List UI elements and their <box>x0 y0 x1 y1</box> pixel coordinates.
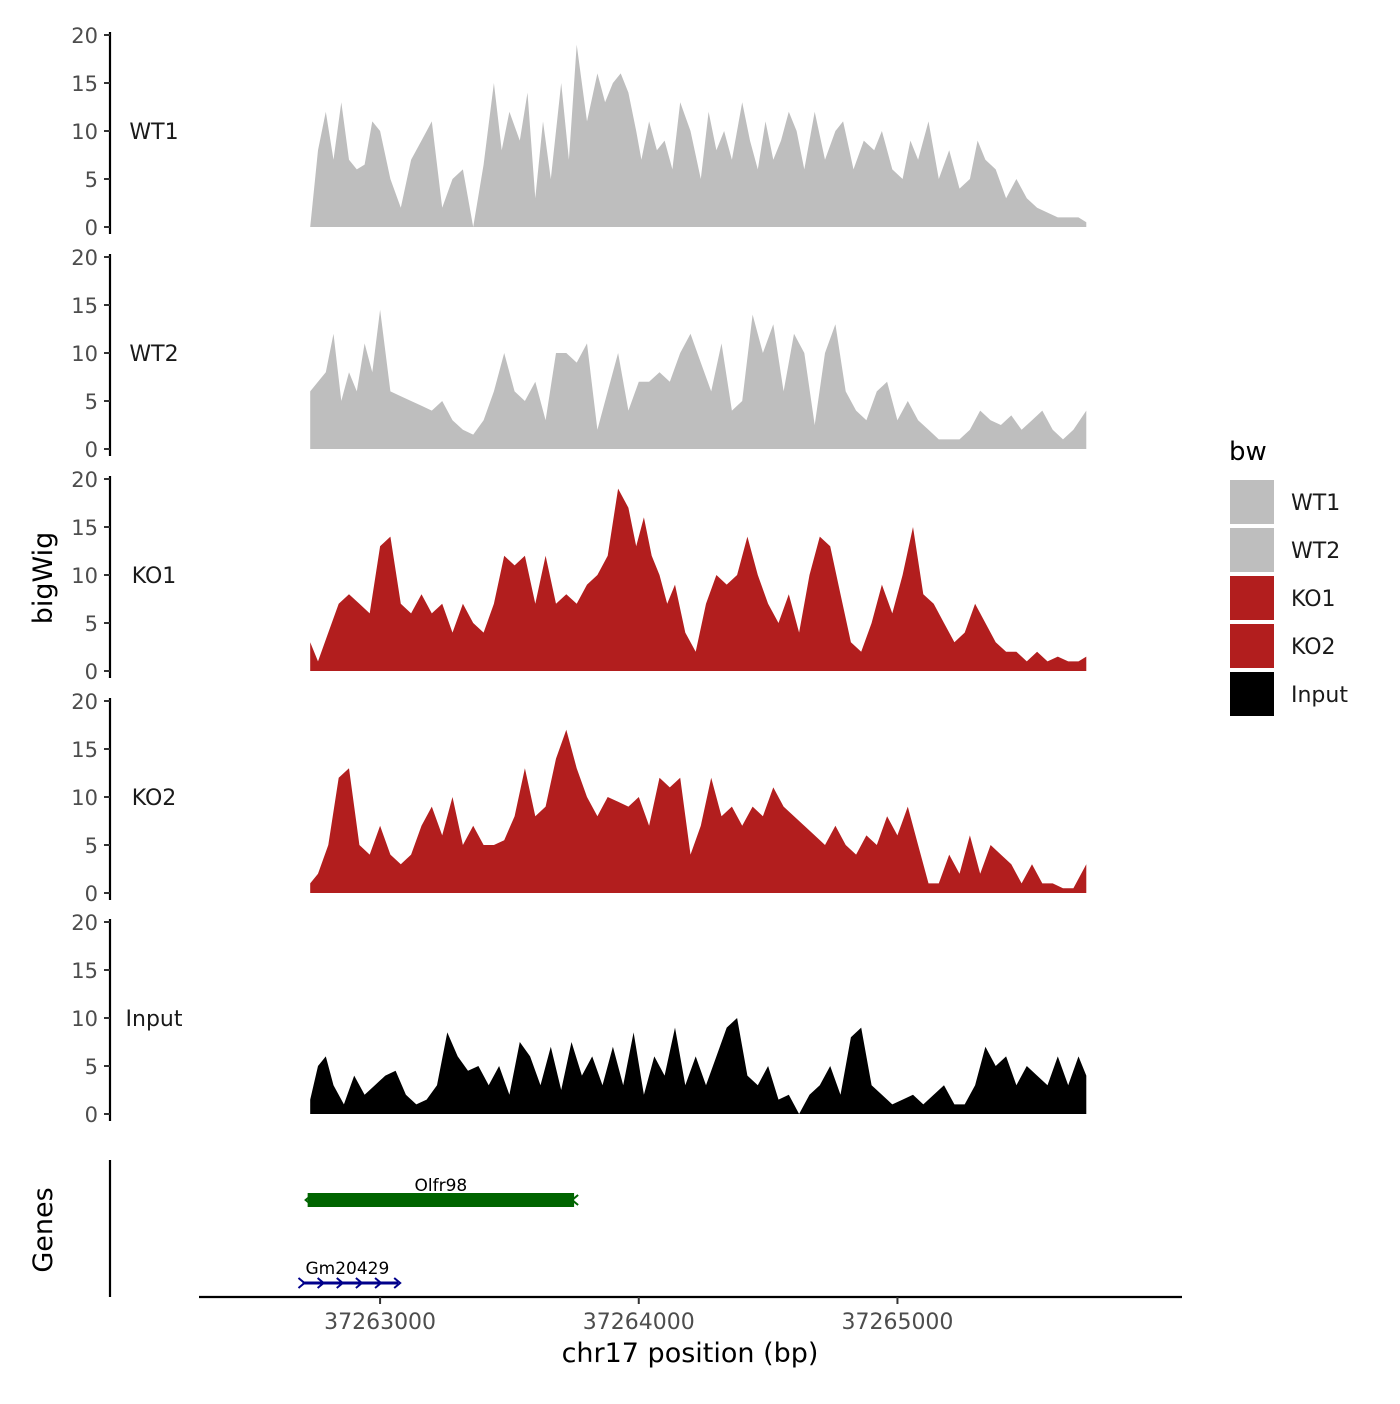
y-tick-label-wt2: 20 <box>71 246 98 270</box>
y-tick-label-wt1: 15 <box>71 72 98 96</box>
legend-label: WT2 <box>1291 539 1340 564</box>
legend-entry-input: Input <box>1230 672 1348 716</box>
track-wt1: 0 5 10 15 20 WT1 <box>71 24 1087 240</box>
y-tick-label-wt1: 20 <box>71 24 98 48</box>
area-input <box>310 1018 1087 1114</box>
legend-entry-wt1: WT1 <box>1230 480 1340 524</box>
area-wt2 <box>310 309 1087 449</box>
area-ko2 <box>310 729 1087 893</box>
x-tick-label: 37265000 <box>841 1310 953 1335</box>
strand-chevron-olfr98 <box>357 1194 366 1206</box>
track-label-ko1: KO1 <box>132 564 177 589</box>
area-wt1 <box>310 44 1087 227</box>
y-tick-label-ko1: 5 <box>85 612 98 636</box>
y-tick-label-wt1: 10 <box>71 120 98 144</box>
y-tick-label-wt2: 10 <box>71 342 98 366</box>
legend-label: WT1 <box>1291 491 1340 516</box>
strand-chevron-olfr98 <box>535 1194 544 1206</box>
track-label-ko2: KO2 <box>132 786 177 811</box>
strand-chevron-gm20429 <box>374 1277 383 1289</box>
x-tick-label: 37264000 <box>583 1310 695 1335</box>
y-tick-label-input: 5 <box>85 1055 98 1079</box>
legend-title: bw <box>1229 437 1267 467</box>
legend-entry-wt2: WT2 <box>1230 528 1340 572</box>
legend-swatch <box>1230 672 1274 716</box>
legend-label: Input <box>1291 683 1348 708</box>
track-input: 0 5 10 15 20 Input <box>71 911 1087 1127</box>
gene-gm20429: Gm20429 <box>297 1259 402 1289</box>
strand-chevron-gm20429 <box>355 1277 364 1289</box>
strand-chevron-olfr98 <box>499 1194 508 1206</box>
strand-chevron-olfr98 <box>339 1194 348 1206</box>
track-wt2: 0 5 10 15 20 WT2 <box>71 246 1087 462</box>
gene-olfr98: Olfr98 <box>304 1176 579 1207</box>
track-ko1: 0 5 10 15 20 KO1 <box>71 468 1087 684</box>
y-tick-label-wt2: 5 <box>85 390 98 414</box>
strand-chevron-olfr98 <box>446 1194 455 1206</box>
strand-chevron-gm20429 <box>316 1277 326 1289</box>
strand-chevron-olfr98 <box>552 1194 561 1206</box>
x-tick-label: 37263000 <box>324 1310 436 1335</box>
strand-chevron-olfr98 <box>481 1194 490 1206</box>
gene-body-olfr98 <box>307 1193 575 1207</box>
y-tick-label-ko1: 10 <box>71 564 98 588</box>
track-label-wt1: WT1 <box>129 120 178 145</box>
track-label-input: Input <box>126 1007 183 1032</box>
strand-chevron-olfr98 <box>321 1194 331 1206</box>
y-tick-label-ko2: 20 <box>71 690 98 714</box>
legend-swatch <box>1230 480 1274 524</box>
strand-chevron-olfr98 <box>570 1194 579 1206</box>
y-tick-label-wt1: 5 <box>85 168 98 192</box>
legend-swatch <box>1230 624 1274 668</box>
legend-label: KO1 <box>1291 587 1336 612</box>
y-tick-label-ko2: 5 <box>85 834 98 858</box>
y-tick-label-ko1: 0 <box>85 660 98 684</box>
x-axis: 37263000 37264000 37265000 <box>199 1295 1182 1335</box>
legend-entry-ko2: KO2 <box>1230 624 1336 668</box>
strand-chevron-olfr98 <box>410 1194 419 1206</box>
y-tick-label-wt1: 0 <box>85 216 98 240</box>
gene-body-gm20429 <box>302 1281 399 1285</box>
genes-track: Olfr98 Gm20429 <box>108 1160 579 1297</box>
y-tick-label-ko1: 20 <box>71 468 98 492</box>
y-tick-label-input: 10 <box>71 1007 98 1031</box>
strand-chevron-gm20429 <box>393 1277 402 1289</box>
track-label-wt2: WT2 <box>129 342 178 367</box>
gene-label-gm20429: Gm20429 <box>305 1259 389 1279</box>
strand-chevron-gm20429 <box>336 1277 345 1289</box>
legend-label: KO2 <box>1291 635 1336 660</box>
y-tick-label-ko2: 0 <box>85 882 98 906</box>
y-tick-label-wt2: 0 <box>85 438 98 462</box>
y-tick-label-input: 15 <box>71 959 98 983</box>
track-ko2: 0 5 10 15 20 KO2 <box>71 690 1087 906</box>
y-tick-label-input: 20 <box>71 911 98 935</box>
y-tick-label-ko1: 15 <box>71 516 98 540</box>
gene-label-olfr98: Olfr98 <box>415 1176 468 1196</box>
strand-chevron-olfr98 <box>392 1194 402 1206</box>
legend-swatch <box>1230 528 1274 572</box>
strand-chevron-olfr98 <box>304 1194 313 1206</box>
strand-chevron-olfr98 <box>463 1194 473 1206</box>
area-ko1 <box>310 488 1087 671</box>
y-tick-label-wt2: 15 <box>71 294 98 318</box>
y-tick-label-input: 0 <box>85 1103 98 1127</box>
y-axis-title: bigWig <box>28 532 59 625</box>
legend: bw WT1 WT2 KO1 KO2 Input <box>1229 437 1348 716</box>
strand-chevron-olfr98 <box>517 1194 526 1206</box>
tracks-layer: 0 5 10 15 20 WT1 0 5 10 15 20 WT2 0 5 10 15 20 KO1 0 5 10 15 2… <box>71 24 1087 1127</box>
legend-swatch <box>1230 576 1274 620</box>
y-tick-label-ko2: 10 <box>71 786 98 810</box>
x-axis-title: chr17 position (bp) <box>562 1338 819 1369</box>
genes-axis-title: Genes <box>28 1187 59 1272</box>
strand-chevron-gm20429 <box>297 1277 307 1289</box>
strand-chevron-olfr98 <box>375 1194 384 1206</box>
y-tick-label-ko2: 15 <box>71 738 98 762</box>
legend-entry-ko1: KO1 <box>1230 576 1336 620</box>
strand-chevron-olfr98 <box>428 1194 437 1206</box>
